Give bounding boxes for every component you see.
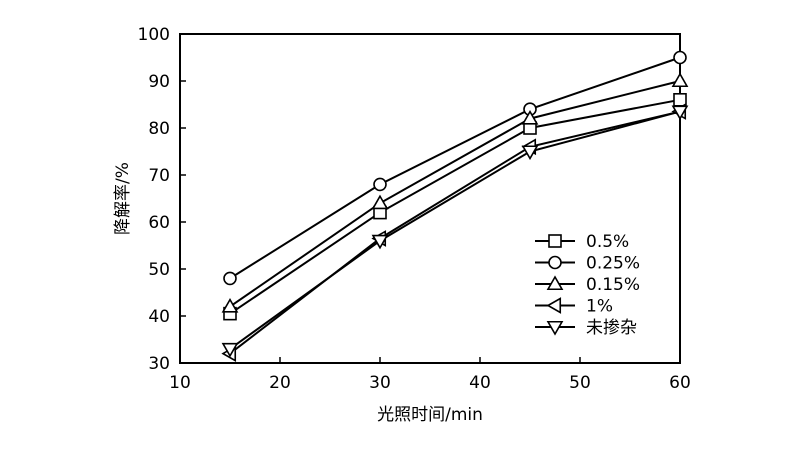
x-tick-label: 30 bbox=[369, 373, 391, 393]
legend-label: 未掺杂 bbox=[586, 318, 637, 338]
x-tick-label: 40 bbox=[469, 373, 491, 393]
data-point bbox=[673, 93, 687, 107]
data-point bbox=[671, 72, 689, 88]
data-point bbox=[221, 297, 239, 313]
axis-ticks bbox=[179, 33, 681, 364]
series-markers bbox=[221, 50, 689, 362]
x-tick-label: 60 bbox=[669, 373, 691, 393]
series-lines bbox=[229, 56, 681, 355]
y-tick-label: 100 bbox=[138, 25, 170, 45]
y-tick-label: 50 bbox=[148, 260, 170, 280]
series-line-2 bbox=[229, 80, 681, 308]
y-axis-label: 降解率/% bbox=[113, 162, 133, 235]
legend-marker bbox=[548, 255, 562, 270]
x-tick-label: 20 bbox=[269, 373, 291, 393]
y-tick-label: 60 bbox=[148, 213, 170, 233]
plot-area bbox=[179, 33, 681, 364]
legend-label: 0.5% bbox=[586, 232, 629, 252]
data-point bbox=[371, 194, 389, 210]
x-tick-label: 50 bbox=[569, 373, 591, 393]
x-tick-label: 10 bbox=[169, 373, 191, 393]
legend-label: 0.15% bbox=[586, 275, 640, 295]
legend-marker bbox=[546, 320, 564, 336]
y-tick-label: 40 bbox=[148, 307, 170, 327]
data-point bbox=[673, 50, 687, 65]
y-tick-label: 70 bbox=[148, 166, 170, 186]
series-line-1 bbox=[229, 56, 681, 280]
legend-label: 1% bbox=[586, 297, 613, 317]
x-axis-label: 光照时间/min bbox=[377, 405, 483, 425]
data-point bbox=[371, 234, 389, 250]
data-point bbox=[521, 109, 539, 125]
data-point bbox=[223, 271, 237, 286]
y-tick-label: 90 bbox=[148, 72, 170, 92]
series-line-4 bbox=[229, 110, 681, 350]
y-tick-label: 80 bbox=[148, 119, 170, 139]
legend-marker bbox=[546, 297, 562, 314]
legend: 0.5%0.25%0.15%1%未掺杂 bbox=[535, 232, 640, 338]
tick-labels: 10 20 30 40 50 60 30 40 50 60 70 80 90 100 bbox=[138, 25, 691, 393]
legend-label: 0.25% bbox=[586, 254, 640, 274]
data-point bbox=[221, 342, 239, 358]
data-point bbox=[671, 105, 689, 121]
data-point bbox=[521, 145, 539, 161]
data-point bbox=[373, 177, 387, 192]
legend-marker bbox=[548, 234, 562, 248]
series-line-0 bbox=[229, 98, 681, 315]
legend-marker bbox=[546, 275, 564, 291]
y-tick-label: 30 bbox=[148, 354, 170, 374]
